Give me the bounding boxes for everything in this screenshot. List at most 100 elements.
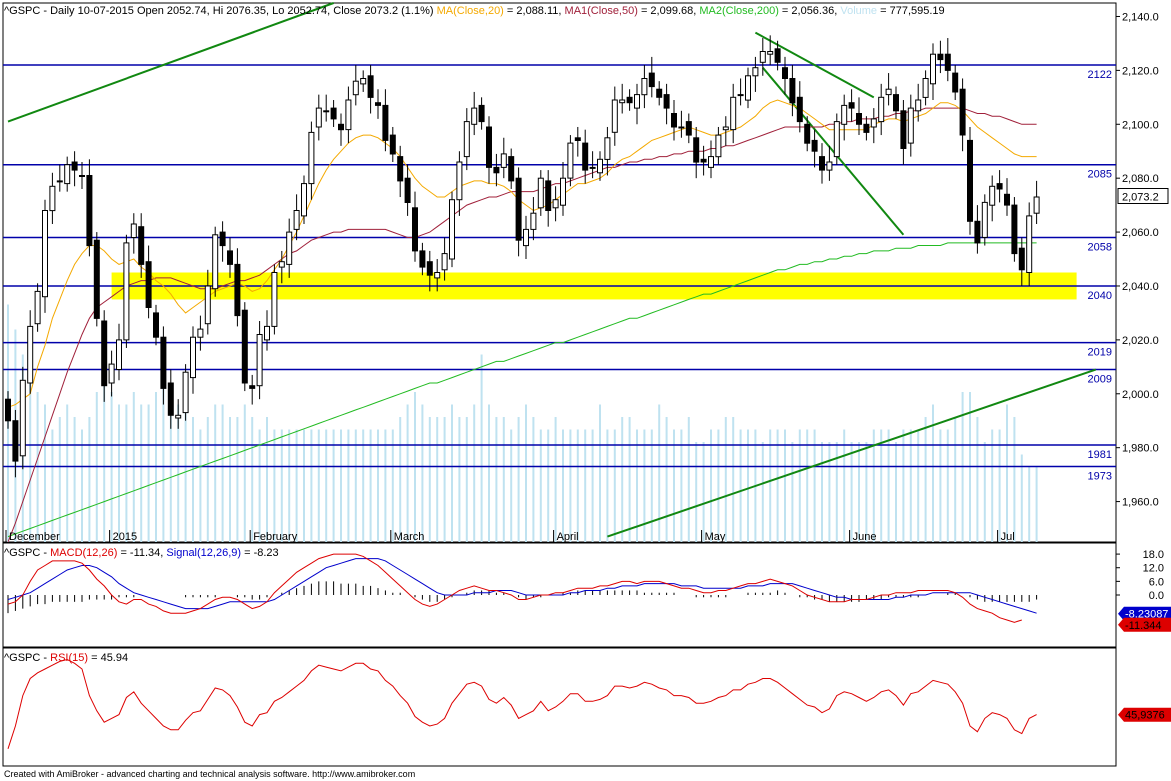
candle-body <box>138 226 145 265</box>
month-label: June <box>853 531 877 543</box>
macd-tick-label: 18.0 <box>1143 549 1164 561</box>
macd-header-macd: MACD(12,26) <box>50 547 117 559</box>
volume-bar <box>621 417 624 542</box>
volume-bar <box>821 442 823 542</box>
candle-body <box>389 134 396 155</box>
candle-body <box>49 185 56 212</box>
candle-body <box>397 156 404 182</box>
candle-body <box>108 363 115 384</box>
candle-body <box>767 51 774 55</box>
candle-body <box>730 96 737 131</box>
candle-body <box>589 166 596 169</box>
volume-bar <box>991 429 994 542</box>
volume-bar <box>184 404 187 542</box>
candle-body <box>426 261 433 276</box>
candle-body <box>545 180 552 211</box>
candle-body <box>419 250 426 268</box>
volume-bar <box>717 429 720 542</box>
candle-body <box>693 137 700 163</box>
candle-body <box>582 142 589 171</box>
volume-bar <box>288 429 291 542</box>
macd-histogram <box>7 581 1038 614</box>
volume-bar <box>125 404 128 542</box>
candle-body <box>441 253 448 271</box>
candle-body <box>752 67 759 77</box>
volume-bar <box>258 429 261 542</box>
price-tick-label: 2,140.0 <box>1122 11 1159 23</box>
volume-bar <box>532 417 535 542</box>
horizontal-levels: 2122 2085 2058 2040 2019 2009 1981 1973 <box>3 64 1116 483</box>
candle-body <box>130 223 137 238</box>
volume-bar <box>103 379 106 542</box>
volume-bar <box>547 429 550 542</box>
candle-body <box>456 161 463 201</box>
candle-body <box>515 177 522 241</box>
candle-body <box>893 94 899 112</box>
candle-body <box>974 220 981 244</box>
candle-body <box>715 134 722 158</box>
candle-body <box>5 398 11 422</box>
rsi-header-rsi-value: = 45.94 <box>91 652 128 664</box>
level-label: 1981 <box>1088 449 1112 461</box>
volume-bar <box>206 417 209 542</box>
candle-body <box>560 177 566 206</box>
candle-body <box>182 371 189 414</box>
candle-body <box>619 99 626 104</box>
volume-bar <box>710 429 712 542</box>
volume-bar <box>273 429 276 542</box>
volume-bar <box>902 429 905 542</box>
volume-bar <box>946 429 949 542</box>
candle-body <box>204 285 211 325</box>
header-ma20: MA(Close,20) <box>437 5 504 17</box>
volume-bar <box>739 429 742 542</box>
candle-body <box>352 80 359 96</box>
candle-body <box>293 210 300 230</box>
ma200-line <box>7 242 1037 538</box>
trend-lines <box>7 2 1097 538</box>
candle-body <box>567 142 574 179</box>
rsi-tag-label: 45,9376 <box>1125 710 1165 722</box>
price-tick-label: 2,000.0 <box>1122 389 1159 401</box>
volume-bar <box>465 417 468 542</box>
candle-body <box>315 107 322 128</box>
candle-body <box>863 123 870 133</box>
candle-body <box>478 104 485 123</box>
level-label: 2058 <box>1088 241 1112 253</box>
candle-body <box>434 272 441 279</box>
month-label: April <box>557 531 579 543</box>
trend-line <box>7 2 334 123</box>
volume-bar <box>525 404 527 542</box>
candle-body <box>611 99 618 133</box>
volume-bar <box>628 417 631 542</box>
volume-bar <box>702 442 705 542</box>
candle-body <box>745 75 751 101</box>
candle-body <box>160 336 167 389</box>
candle-body <box>952 72 959 93</box>
rsi-line <box>7 658 1037 749</box>
candle-body <box>537 177 544 209</box>
header-ma20-value: = 2,088.11, <box>507 5 562 17</box>
candle-body <box>574 137 581 142</box>
volume-bar <box>665 417 668 542</box>
candle-body <box>885 88 892 96</box>
rsi-series-line <box>7 658 1037 749</box>
candle-body <box>530 212 537 230</box>
candle-body <box>167 382 174 416</box>
volume-bar <box>369 429 372 542</box>
ma50-line <box>7 107 1037 543</box>
macd-axis: 18.0 12.06.0 0.0 <box>1116 549 1164 602</box>
candle-body <box>264 325 270 341</box>
candle-body <box>685 121 692 136</box>
volume-bar <box>887 429 890 542</box>
candle-body <box>330 107 337 120</box>
candle-body <box>241 309 248 384</box>
volume-bar <box>813 429 816 542</box>
macd-tag-label: -11.344 <box>1125 620 1162 632</box>
volume-bar <box>243 404 246 542</box>
volume-bar <box>576 429 579 542</box>
candle-body <box>34 290 41 325</box>
volume-bar <box>192 417 194 542</box>
volume-bar <box>443 417 446 542</box>
candle-body <box>345 99 352 131</box>
